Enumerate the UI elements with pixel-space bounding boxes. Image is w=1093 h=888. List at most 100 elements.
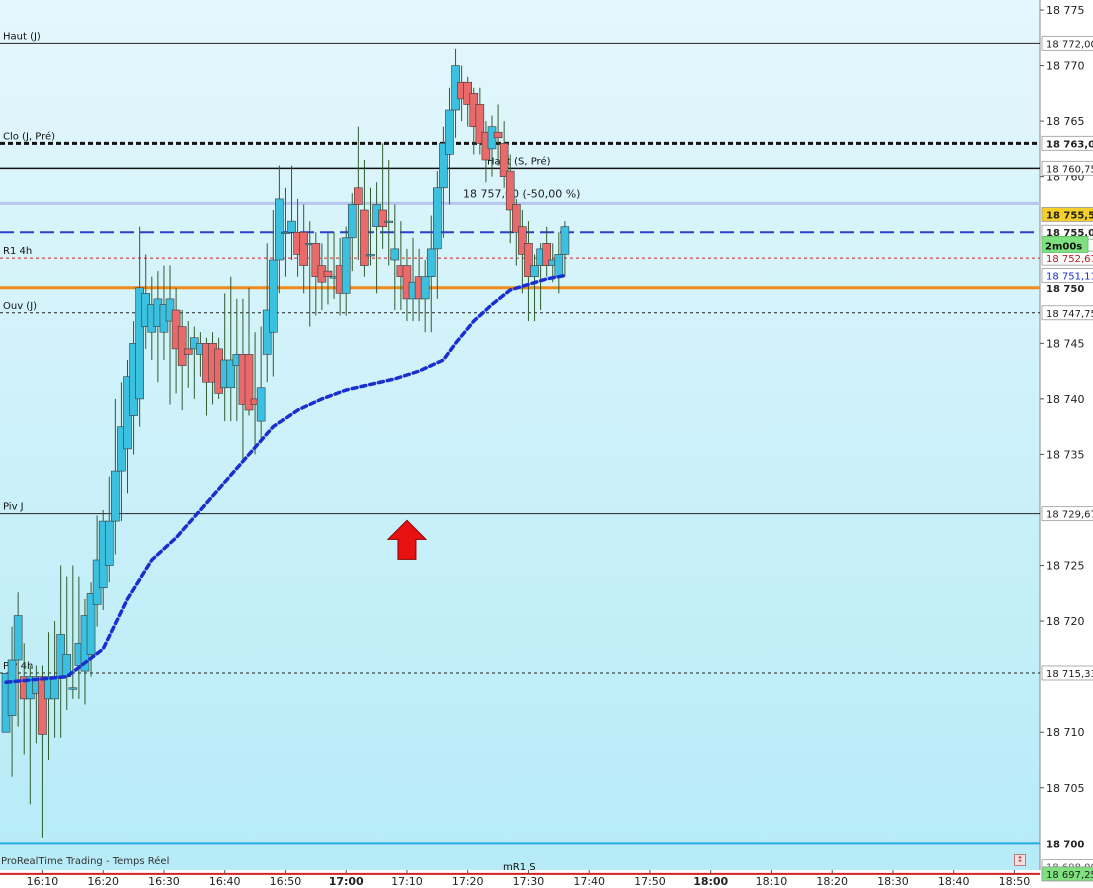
candle[interactable] (244, 287, 254, 416)
level-price-tag: 18 760,75 (1041, 160, 1093, 176)
candle[interactable] (183, 321, 193, 388)
candle-body (311, 243, 321, 277)
level-label: R1 4h (3, 246, 32, 257)
y-tick-label: 18 735 (1046, 448, 1085, 461)
candle[interactable] (323, 232, 333, 305)
level-price-tag: 18 763,00 (1041, 135, 1093, 151)
candle-body (475, 104, 485, 144)
price-tag-box (1041, 35, 1093, 51)
candle[interactable] (354, 126, 363, 260)
x-tick-label: 17:00 (329, 875, 364, 888)
timer-label: 2m00s (1045, 241, 1082, 252)
candle[interactable] (104, 476, 114, 583)
price-tag-label: 18 729,67 (1046, 510, 1093, 521)
y-tick-label: 18 710 (1046, 726, 1085, 739)
candle[interactable] (287, 165, 296, 260)
candle-body (439, 143, 448, 189)
y-tick-label: 18 705 (1046, 782, 1085, 795)
candle[interactable] (518, 209, 527, 294)
candle[interactable] (268, 209, 278, 377)
candle[interactable] (13, 592, 23, 727)
candle[interactable] (366, 187, 375, 266)
candle[interactable] (560, 221, 570, 277)
level-label: Haut (J) (3, 31, 41, 42)
candle[interactable] (505, 154, 515, 244)
x-tick-label: 16:30 (148, 875, 180, 888)
candle-body (445, 109, 454, 155)
candle[interactable] (493, 104, 503, 166)
y-tick-label: 18 775 (1046, 4, 1085, 17)
candle-body (390, 248, 400, 261)
candle[interactable] (445, 87, 454, 205)
candle[interactable] (7, 626, 17, 777)
candle-body (256, 387, 266, 422)
candle[interactable] (360, 159, 369, 277)
candle-body (111, 470, 120, 522)
price-tag-box (1041, 665, 1093, 681)
candle[interactable] (524, 221, 533, 322)
candle[interactable] (62, 576, 72, 710)
candle[interactable] (275, 165, 284, 294)
candle[interactable] (542, 226, 551, 277)
x-tick-label: 18:20 (816, 875, 848, 888)
price-tag-label: 18 751,11 (1046, 271, 1093, 282)
x-tick-label: 18:40 (938, 875, 970, 888)
candle-body (135, 287, 144, 400)
candle-body (177, 326, 187, 366)
candle-body (86, 593, 96, 655)
candle-body (518, 226, 527, 255)
x-tick-label: 17:30 (513, 875, 545, 888)
candle[interactable] (390, 204, 400, 310)
candle-body (433, 187, 442, 250)
candle[interactable] (384, 159, 394, 266)
candle[interactable] (111, 398, 120, 555)
timer-box (1041, 236, 1089, 253)
candle-body (275, 198, 284, 261)
price-tag-label: 18 755,5 (1046, 210, 1093, 221)
candle-body (226, 359, 236, 389)
candle[interactable] (530, 254, 539, 322)
candle-timer-badge: 2m00s (1041, 236, 1089, 253)
candle[interactable] (256, 326, 266, 444)
candle[interactable] (347, 193, 357, 272)
candle-body (499, 143, 509, 177)
candle[interactable] (439, 126, 448, 238)
candle[interactable] (299, 204, 308, 294)
candle-body (354, 187, 363, 205)
price-tag-label: 18 755,0 (1046, 228, 1093, 239)
y-tick-label: 18 770 (1046, 60, 1085, 73)
candle[interactable] (86, 582, 96, 677)
x-tick-label: 18:00 (693, 875, 728, 888)
bottom-scroll-icon[interactable]: ↕ (1014, 854, 1026, 866)
candle[interactable] (378, 143, 387, 249)
candle-body (281, 231, 290, 235)
price-axis-panel (1040, 0, 1093, 870)
x-tick-label: 17:20 (452, 875, 484, 888)
candle[interactable] (499, 121, 509, 188)
price-tag-box (1041, 160, 1093, 176)
candle[interactable] (38, 665, 47, 838)
price-tag-label: 18 763,00 (1046, 139, 1093, 150)
candle[interactable] (511, 198, 521, 266)
price-tag-label: 18 750 (1046, 284, 1084, 295)
candle[interactable] (341, 226, 351, 316)
candle[interactable] (135, 226, 144, 427)
level-price-tag: 18 752,67 (1041, 250, 1093, 266)
candle[interactable] (420, 259, 430, 333)
mr1-price-tag: 18 697,25 (1041, 866, 1093, 882)
price-tag-box (1041, 268, 1093, 283)
level-label: Clo (J, Pré) (3, 130, 55, 142)
candle[interactable] (226, 276, 236, 422)
candle[interactable] (177, 309, 187, 410)
candle[interactable] (475, 87, 485, 155)
plot-background (0, 0, 1040, 870)
candle-body (183, 348, 193, 355)
candle[interactable] (426, 215, 436, 333)
candle[interactable] (311, 232, 321, 316)
candle-body (542, 243, 551, 266)
price-tag-label: 18 700 (1046, 839, 1084, 850)
candle[interactable] (281, 187, 290, 277)
candle[interactable] (433, 171, 442, 299)
candle[interactable] (68, 565, 78, 699)
